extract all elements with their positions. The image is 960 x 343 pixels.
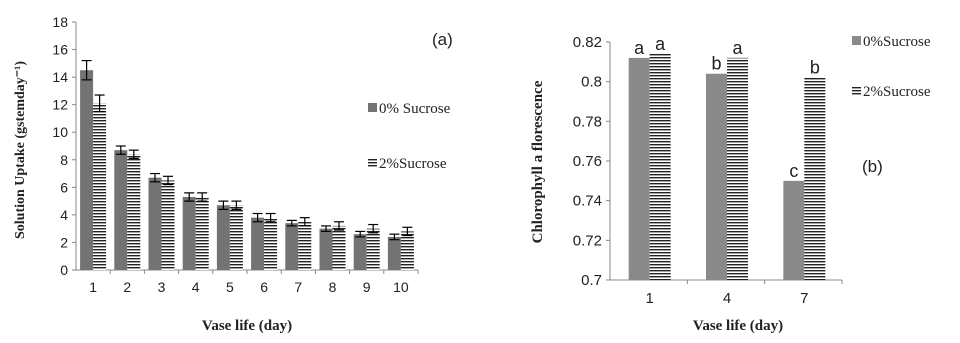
chart-a-bar: [298, 221, 312, 270]
chart-a-bar: [80, 70, 94, 270]
chart-a-y-tick-label: 16: [52, 42, 68, 58]
chart-a-y-tick-label: 14: [52, 69, 68, 85]
chart-a-y-tick-label: 0: [60, 262, 68, 278]
chart-b-data-label: a: [634, 38, 645, 58]
chart-a-x-tick-label: 6: [260, 279, 268, 295]
chart-a-y-axis-title: Solution Uptake (gstemday⁻¹): [13, 61, 28, 239]
chart-b-y-tick-label: 0.8: [581, 74, 602, 91]
chart-a-bar: [216, 205, 230, 270]
chart-b-data-label: a: [655, 34, 666, 54]
chart-b-data-label: a: [732, 38, 743, 58]
chart-a-y-tick-label: 4: [60, 207, 68, 223]
chart-a-bar: [285, 223, 299, 270]
chart-a-y-tick-label: 8: [60, 152, 68, 168]
chart-a-y-tick-label: 2: [60, 234, 68, 250]
chart-b-data-label: c: [789, 161, 798, 181]
chart-a-bar: [366, 228, 380, 270]
chart-b-bar: [804, 77, 826, 280]
chart-a-x-tick-label: 2: [123, 279, 131, 295]
chart-b-y-tick-label: 0.76: [573, 153, 602, 170]
chart-a-legend-swatch: [368, 158, 377, 167]
chart-b-y-tick-label: 0.74: [573, 193, 602, 210]
chart-a-bar: [148, 177, 162, 270]
chart-b-x-tick-label: 1: [645, 290, 653, 307]
chart-a-y-tick-label: 10: [52, 124, 68, 140]
chart-b-data-label: b: [810, 58, 820, 78]
chart-a-bar: [251, 217, 265, 270]
chart-a-x-tick-label: 1: [89, 279, 97, 295]
chart-a-bar: [332, 225, 346, 270]
chart-a-y-tick-label: 18: [52, 14, 68, 30]
chart-b-legend-swatch: [852, 36, 861, 45]
chart-b-y-tick-label: 0.7: [581, 272, 602, 289]
chart-a-x-tick-label: 10: [393, 279, 409, 295]
chart-a-bar: [387, 236, 401, 270]
chart-a-x-tick-label: 8: [329, 279, 337, 295]
chart-a-bar: [400, 231, 414, 270]
chart-a-bar: [264, 217, 278, 270]
chart-a-x-tick-label: 3: [158, 279, 166, 295]
chart-b-y-tick-label: 0.78: [573, 113, 602, 130]
chart-a-legend-label: 2%Sucrose: [379, 156, 447, 172]
chart-a-bar: [114, 150, 128, 270]
chart-b-x-tick-label: 4: [723, 290, 731, 307]
chart-b-bar: [628, 57, 650, 280]
chart-a-x-tick-label: 9: [363, 279, 371, 295]
chart-b-y-tick-label: 0.72: [573, 232, 602, 249]
chart-b-bar: [783, 180, 805, 280]
chart-a-bar: [353, 234, 367, 270]
chart-b-legend-label: 0%Sucrose: [863, 34, 931, 50]
chart-b-bar: [727, 57, 748, 280]
chart-a-x-axis-title: Vase life (day): [202, 318, 292, 334]
chart-a-bar: [229, 205, 243, 270]
chart-a-x-tick-label: 5: [226, 279, 234, 295]
chart-a-x-tick-label: 7: [294, 279, 302, 295]
chart-a-bar: [127, 154, 141, 270]
chart-a-bar: [319, 228, 333, 270]
chart-b-x-tick-label: 7: [800, 290, 808, 307]
chart-b-bar: [649, 53, 671, 281]
chart-a-bar: [93, 103, 107, 271]
chart-a-bar: [161, 180, 175, 270]
chart-a-panel-label: (a): [432, 30, 453, 49]
chart-a-legend-swatch: [368, 103, 377, 112]
chart-b-legend-label: 2%Sucrose: [863, 84, 931, 100]
chart-a-x-tick-label: 4: [192, 279, 200, 295]
chart-b-data-label: b: [711, 54, 721, 74]
chart-b-panel-label: (b): [862, 157, 883, 176]
chart-a-y-tick-label: 12: [52, 97, 68, 113]
chart-b-y-tick-label: 0.82: [573, 34, 602, 51]
chart-a-y-tick-label: 6: [60, 179, 68, 195]
chart-b-legend-swatch: [852, 86, 861, 95]
chart-a-bar: [182, 196, 196, 270]
chart-a-bar: [195, 196, 209, 270]
chart-a-legend-label: 0% Sucrose: [379, 101, 451, 117]
chart-b-bar: [706, 73, 727, 280]
chart-b-y-axis-title: Chlorophyll a florescence: [530, 80, 546, 243]
chart-b-x-axis-title: Vase life (day): [693, 318, 783, 334]
